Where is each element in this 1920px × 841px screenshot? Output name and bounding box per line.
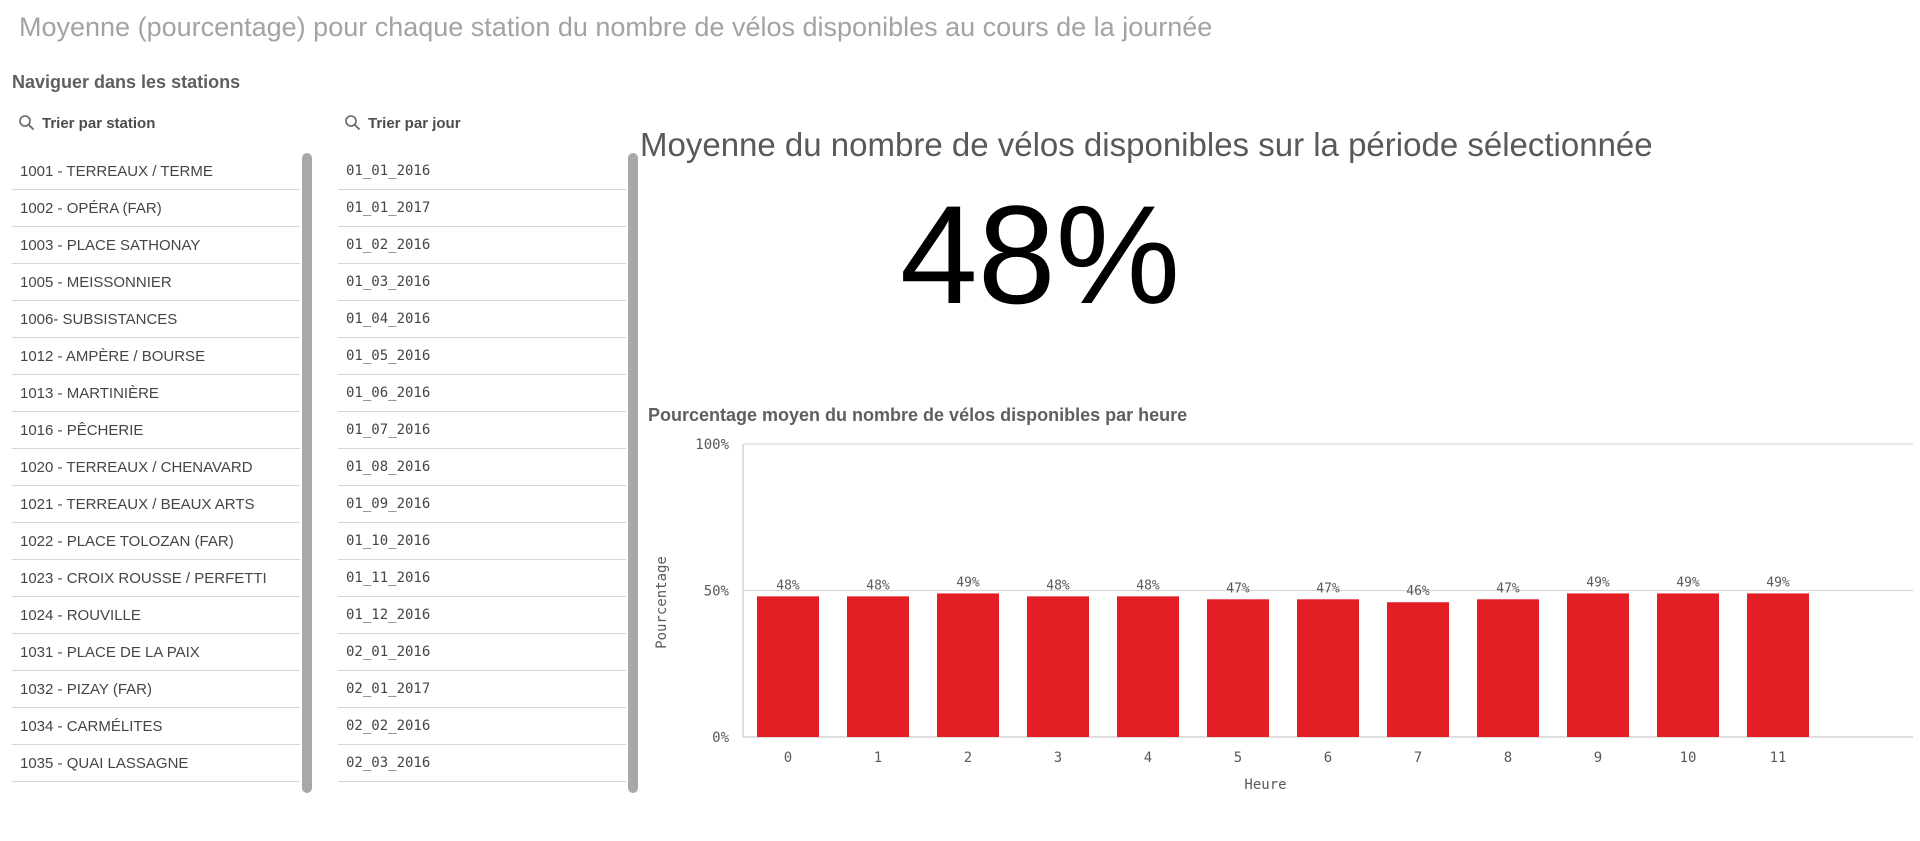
bar[interactable] (1297, 599, 1359, 737)
x-tick-label: 10 (1680, 750, 1697, 766)
station-list-item[interactable]: 1002 - OPÉRA (FAR) (12, 190, 300, 227)
day-list-item[interactable]: 02_03_2016 (338, 745, 626, 782)
bar-data-label: 48% (866, 578, 890, 593)
bar-data-label: 46% (1406, 584, 1430, 599)
station-list-item[interactable]: 1032 - PIZAY (FAR) (12, 671, 300, 708)
y-tick-label: 50% (704, 584, 730, 600)
station-list-item[interactable]: 1035 - QUAI LASSAGNE (12, 745, 300, 782)
day-listbox-title: Trier par jour (368, 114, 461, 132)
station-list-item[interactable]: 1001 - TERREAUX / TERME (12, 153, 300, 190)
bar[interactable] (1387, 602, 1449, 737)
bar[interactable] (847, 596, 909, 737)
station-listbox-title: Trier par station (42, 114, 156, 132)
bar-data-label: 49% (956, 575, 980, 590)
bar[interactable] (1027, 596, 1089, 737)
x-tick-label: 3 (1054, 750, 1062, 766)
station-list-item[interactable]: 1031 - PLACE DE LA PAIX (12, 634, 300, 671)
search-icon[interactable] (18, 114, 36, 132)
bar-data-label: 48% (776, 578, 800, 593)
day-list-item[interactable]: 01_08_2016 (338, 449, 626, 486)
day-list-item[interactable]: 01_05_2016 (338, 338, 626, 375)
x-tick-label: 0 (784, 750, 792, 766)
x-tick-label: 4 (1144, 750, 1152, 766)
station-list-item[interactable]: 1021 - TERREAUX / BEAUX ARTS (12, 486, 300, 523)
x-axis-title: Heure (1244, 777, 1286, 792)
day-list-item[interactable]: 02_01_2016 (338, 634, 626, 671)
x-tick-label: 8 (1504, 750, 1512, 766)
day-listbox: Trier par jour 01_01_2016 01_01_2017 01_02… (338, 108, 636, 782)
bar-data-label: 49% (1766, 575, 1790, 590)
day-list-item[interactable]: 01_12_2016 (338, 597, 626, 634)
bar[interactable] (1567, 593, 1629, 737)
day-list-item[interactable]: 02_01_2017 (338, 671, 626, 708)
bar[interactable] (1747, 593, 1809, 737)
bar[interactable] (757, 596, 819, 737)
x-tick-label: 6 (1324, 750, 1332, 766)
bar-data-label: 48% (1046, 578, 1070, 593)
station-list-item[interactable]: 1034 - CARMÉLITES (12, 708, 300, 745)
bar-data-label: 49% (1676, 575, 1700, 590)
station-list-item[interactable]: 1005 - MEISSONNIER (12, 264, 300, 301)
x-tick-label: 5 (1234, 750, 1242, 766)
chart-title: Pourcentage moyen du nombre de vélos dis… (648, 405, 1188, 425)
day-list-item[interactable]: 01_02_2016 (338, 227, 626, 264)
day-list-item[interactable]: 01_04_2016 (338, 301, 626, 338)
search-icon[interactable] (344, 114, 362, 132)
bar[interactable] (1477, 599, 1539, 737)
kpi-title: Moyenne du nombre de vélos disponibles s… (640, 126, 1653, 163)
station-list-item[interactable]: 1013 - MARTINIÈRE (12, 375, 300, 412)
station-list-item[interactable]: 1003 - PLACE SATHONAY (12, 227, 300, 264)
page-title: Moyenne (pourcentage) pour chaque statio… (19, 12, 1213, 42)
bar-data-label: 48% (1136, 578, 1160, 593)
day-list-item[interactable]: 01_11_2016 (338, 560, 626, 597)
x-tick-label: 7 (1414, 750, 1422, 766)
day-list-item[interactable]: 01_01_2017 (338, 190, 626, 227)
station-list-item[interactable]: 1022 - PLACE TOLOZAN (FAR) (12, 523, 300, 560)
day-scrollbar[interactable] (628, 153, 638, 793)
station-list-item[interactable]: 1020 - TERREAUX / CHENAVARD (12, 449, 300, 486)
day-list-item[interactable]: 02_02_2016 (338, 708, 626, 745)
station-list-item[interactable]: 1023 - CROIX ROUSSE / PERFETTI (12, 560, 300, 597)
bar[interactable] (1657, 593, 1719, 737)
day-list-item[interactable]: 01_10_2016 (338, 523, 626, 560)
day-list-item[interactable]: 01_09_2016 (338, 486, 626, 523)
station-list-item[interactable]: 1006- SUBSISTANCES (12, 301, 300, 338)
bar-data-label: 47% (1226, 581, 1250, 596)
bar[interactable] (1207, 599, 1269, 737)
y-tick-label: 100% (695, 437, 729, 453)
bar-data-label: 49% (1586, 575, 1610, 590)
x-tick-label: 9 (1594, 750, 1602, 766)
y-tick-label: 0% (712, 730, 729, 746)
x-tick-label: 11 (1770, 750, 1787, 766)
y-axis-title: Pourcentage (654, 556, 670, 649)
day-listbox-header[interactable]: Trier par jour (338, 108, 636, 138)
station-list-item[interactable]: 1024 - ROUVILLE (12, 597, 300, 634)
navigation-label: Naviguer dans les stations (12, 72, 241, 92)
station-list: 1001 - TERREAUX / TERME 1002 - OPÉRA (FAR… (12, 153, 300, 782)
kpi-value: 48% (899, 176, 1181, 333)
bar-data-label: 47% (1496, 581, 1520, 596)
station-list-item[interactable]: 1012 - AMPÈRE / BOURSE (12, 338, 300, 375)
station-list-item[interactable]: 1016 - PÊCHERIE (12, 412, 300, 449)
day-list-item[interactable]: 01_07_2016 (338, 412, 626, 449)
day-list-item[interactable]: 01_01_2016 (338, 153, 626, 190)
bar[interactable] (1117, 596, 1179, 737)
bar-data-label: 47% (1316, 581, 1340, 596)
station-listbox: Trier par station 1001 - TERREAUX / TERM… (12, 108, 310, 782)
day-list-item[interactable]: 01_06_2016 (338, 375, 626, 412)
station-listbox-header[interactable]: Trier par station (12, 108, 310, 138)
x-tick-label: 2 (964, 750, 972, 766)
station-scrollbar[interactable] (302, 153, 312, 793)
day-list-item[interactable]: 01_03_2016 (338, 264, 626, 301)
bar-chart: 0% 50% 100% 48% 0 48% 1 49% 2 48% 3 48% 4 47% 5 47% 6 46%… (654, 437, 1913, 792)
bar[interactable] (937, 593, 999, 737)
day-list: 01_01_2016 01_01_2017 01_02_2016 01_03_2016… (338, 153, 626, 782)
x-tick-label: 1 (874, 750, 882, 766)
